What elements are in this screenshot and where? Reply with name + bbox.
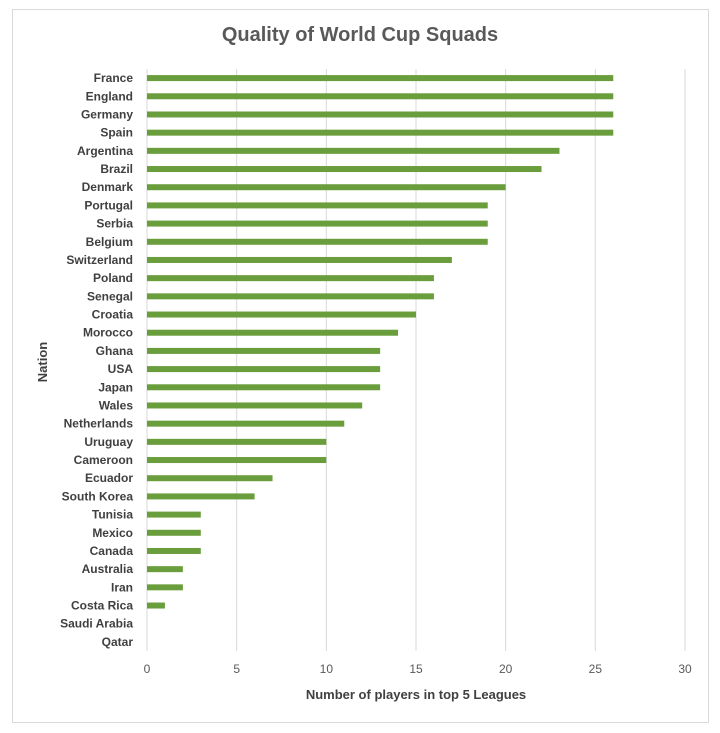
category-label: Serbia (96, 217, 133, 231)
bar (147, 384, 381, 391)
bar (147, 75, 614, 82)
bar (147, 420, 345, 427)
category-labels: France England Germany Spain Argentina Brazil… (60, 71, 133, 649)
x-tick-label: 25 (589, 662, 603, 676)
bar (147, 275, 434, 282)
bar (147, 184, 506, 191)
category-label: Netherlands (64, 417, 134, 431)
bar (147, 547, 201, 554)
category-label: Germany (81, 107, 133, 121)
category-label: Costa Rica (71, 599, 133, 613)
bar (147, 129, 614, 136)
category-label: Denmark (82, 180, 134, 194)
x-tick-label: 30 (678, 662, 692, 676)
category-label: USA (108, 362, 134, 376)
x-tick-label: 0 (144, 662, 151, 676)
bar (147, 493, 255, 500)
bar (147, 329, 399, 336)
category-label: Iran (111, 580, 133, 594)
bar (147, 166, 542, 173)
bar (147, 347, 381, 354)
category-label: Belgium (86, 235, 133, 249)
bar (147, 147, 560, 154)
bar (147, 438, 327, 445)
bar (147, 475, 273, 482)
category-label: Switzerland (66, 253, 133, 267)
category-label: Senegal (87, 289, 133, 303)
bar (147, 584, 183, 591)
category-label: Uruguay (84, 435, 133, 449)
category-label: South Korea (62, 489, 134, 503)
category-label: Canada (90, 544, 134, 558)
category-label: Croatia (92, 308, 134, 322)
bar (147, 457, 327, 464)
category-label: Tunisia (92, 508, 133, 522)
bar (147, 256, 452, 263)
x-tick-label: 10 (320, 662, 334, 676)
category-label: Ecuador (85, 471, 133, 485)
category-label: Australia (82, 562, 134, 576)
chart-frame (12, 9, 709, 723)
category-label: Qatar (102, 635, 134, 649)
y-axis-title: Nation (35, 342, 50, 383)
category-label: Japan (98, 380, 133, 394)
x-tick-label: 5 (233, 662, 240, 676)
category-label: England (86, 89, 133, 103)
x-axis-title: Number of players in top 5 Leagues (306, 687, 526, 702)
category-label: Wales (99, 398, 134, 412)
bars (147, 75, 614, 609)
category-label: Morocco (83, 326, 133, 340)
category-label: Argentina (77, 144, 133, 158)
bar (147, 202, 488, 209)
bar (147, 402, 363, 409)
x-tick-labels: 0 5 10 15 20 25 30 (144, 662, 692, 676)
category-label: Poland (93, 271, 133, 285)
bar (147, 220, 488, 227)
bar (147, 311, 416, 318)
bar (147, 366, 381, 373)
gridlines (146, 69, 686, 651)
bar (147, 511, 201, 518)
category-label: Brazil (100, 162, 133, 176)
bar (147, 293, 434, 300)
x-tick-label: 20 (499, 662, 513, 676)
bar (147, 111, 614, 118)
category-label: Mexico (92, 526, 133, 540)
x-tick-label: 15 (409, 662, 423, 676)
category-label: Portugal (84, 198, 133, 212)
category-label: France (94, 71, 134, 85)
chart-title: Quality of World Cup Squads (221, 24, 499, 46)
bar (147, 566, 183, 573)
category-label: Spain (100, 126, 133, 140)
bar (147, 529, 201, 536)
bar (147, 93, 614, 100)
category-label: Ghana (96, 344, 134, 358)
category-label: Cameroon (74, 453, 133, 467)
bar (147, 238, 488, 245)
category-label: Saudi Arabia (60, 617, 133, 631)
bar (147, 602, 165, 609)
